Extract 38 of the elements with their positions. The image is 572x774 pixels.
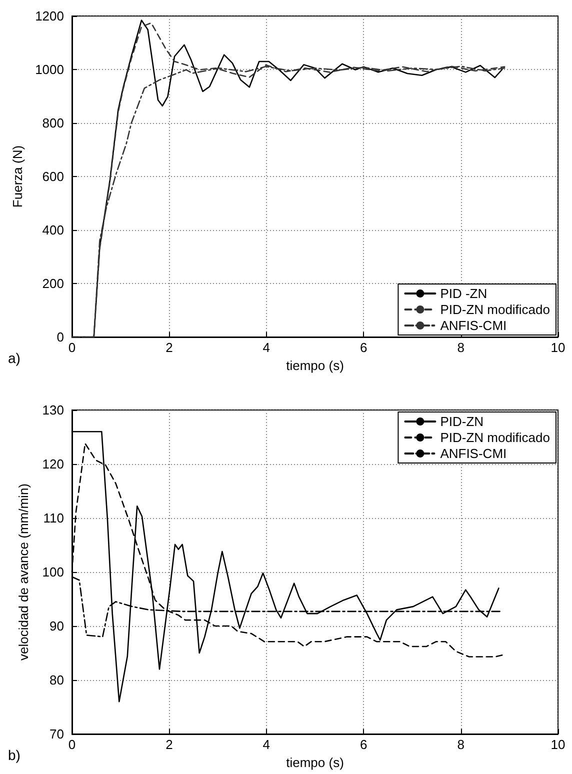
y-tick-label: 80 xyxy=(50,672,64,688)
x-tick-label: 4 xyxy=(262,737,270,752)
y-tick-label: 800 xyxy=(42,116,64,130)
x-tick-label: 8 xyxy=(457,737,464,752)
y-tick-label: 120 xyxy=(42,456,64,472)
legend-label: ANFIS-CMI xyxy=(440,318,507,333)
x-tick-label: 8 xyxy=(457,340,464,355)
y-tick-label: 400 xyxy=(42,222,64,238)
x-tick-label: 10 xyxy=(550,340,566,355)
x-tick-label: 10 xyxy=(550,737,566,752)
x-tick-label: 6 xyxy=(360,737,368,752)
x-tick-label: 0 xyxy=(68,340,76,355)
y-tick-label: 1000 xyxy=(35,62,64,77)
y-tick-label: 70 xyxy=(50,726,64,742)
legend-label: PID-ZN modificado xyxy=(440,302,550,317)
x-tick-label: 0 xyxy=(68,737,76,752)
legend-label: PID-ZN modificado xyxy=(440,430,550,445)
x-tick-label: 4 xyxy=(262,340,270,355)
legend-label: ANFIS-CMI xyxy=(440,446,507,461)
y-tick-label: 110 xyxy=(43,510,64,526)
y-tick-label: 1200 xyxy=(35,8,64,24)
y-tick-label: 90 xyxy=(50,618,64,634)
y-axis-title: Fuerza (N) xyxy=(10,145,26,208)
y-tick-label: 100 xyxy=(42,564,64,580)
x-tick-label: 6 xyxy=(360,340,368,355)
text: b) xyxy=(8,747,20,763)
y-tick-label: 600 xyxy=(42,169,64,184)
y-tick-label: 200 xyxy=(42,276,64,291)
legend-label: PID -ZN xyxy=(440,286,488,301)
x-tick-label: 2 xyxy=(166,737,173,752)
y-tick-label: 130 xyxy=(42,402,64,418)
x-tick-label: 2 xyxy=(166,340,173,355)
x-axis-title: tiempo (s) xyxy=(286,754,344,770)
y-tick-label: 0 xyxy=(56,330,64,344)
text: a) xyxy=(8,350,20,366)
y-axis-title: velocidad de avance (mm/min) xyxy=(16,483,31,661)
x-axis-title: tiempo (s) xyxy=(286,358,344,373)
legend-label: PID-ZN xyxy=(440,414,484,429)
